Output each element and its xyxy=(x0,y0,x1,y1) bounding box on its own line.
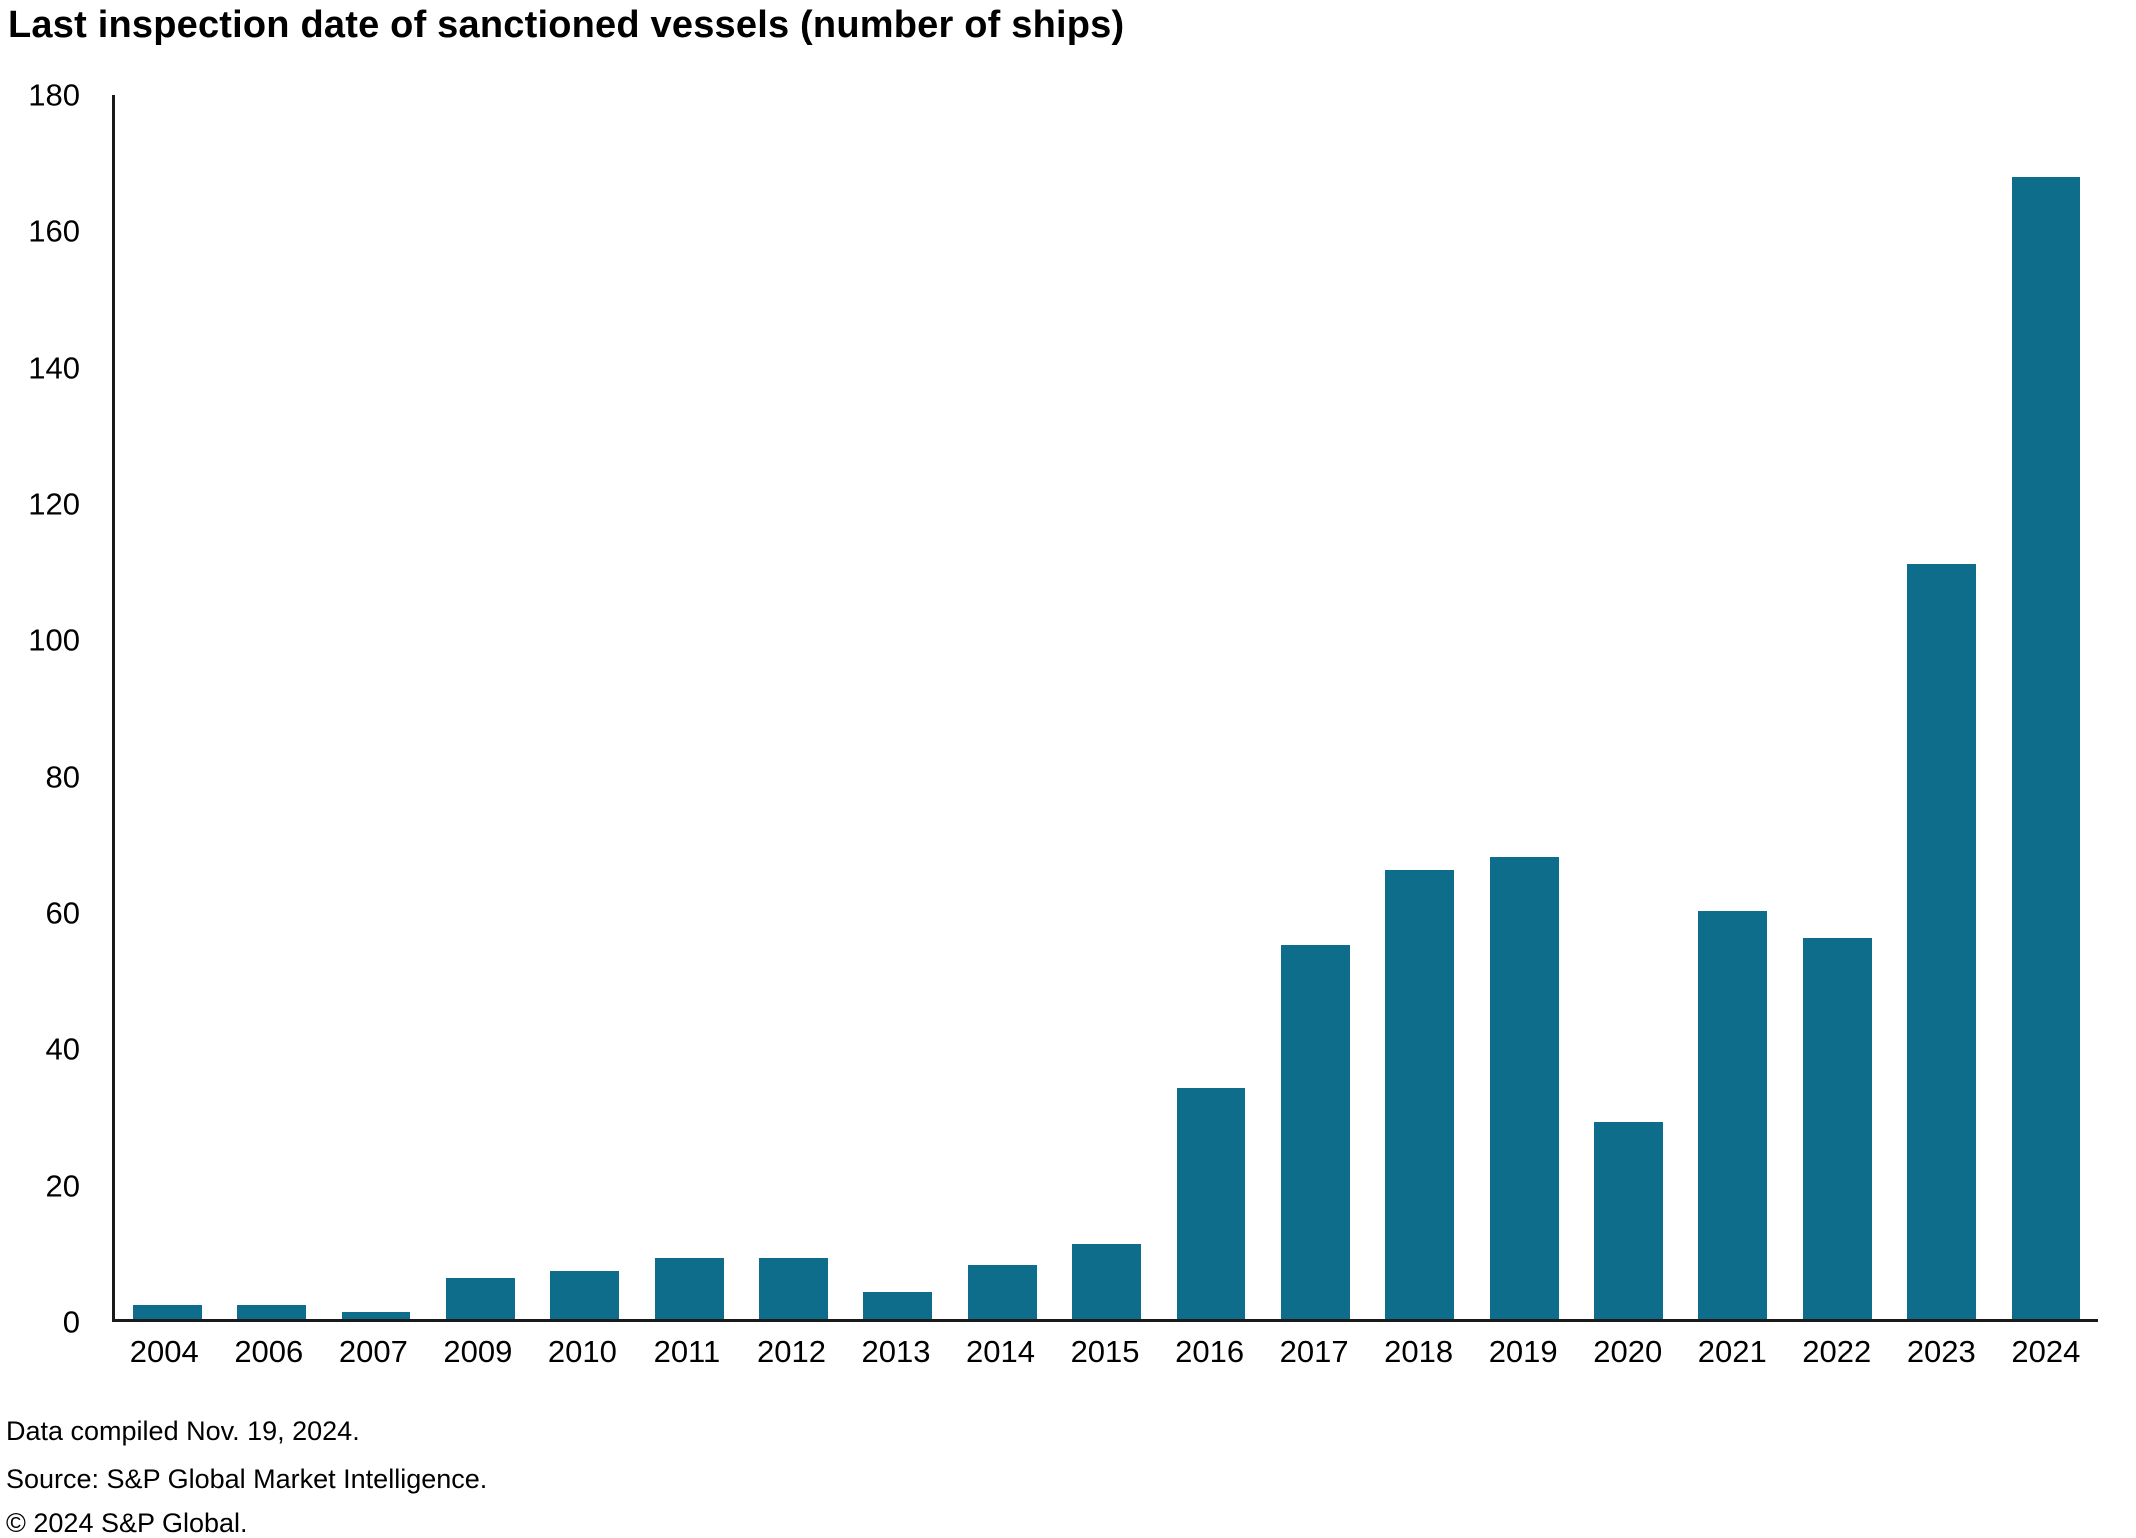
footer-data-compiled: Data compiled Nov. 19, 2024. xyxy=(6,1416,360,1446)
chart-title: Last inspection date of sanctioned vesse… xyxy=(8,4,1125,46)
bar-2004 xyxy=(132,1305,202,1319)
x-tick-label: 2024 xyxy=(2011,1334,2081,1369)
bar-2020 xyxy=(1594,1121,1663,1319)
bar-slot xyxy=(1994,95,2098,1319)
bar-2022 xyxy=(1802,938,1872,1319)
bar-slot xyxy=(219,95,323,1319)
bar-slot xyxy=(1576,95,1680,1319)
bar-2018 xyxy=(1385,870,1455,1319)
y-tick-label: 100 xyxy=(28,622,80,658)
x-tick-label: 2021 xyxy=(1697,1334,1767,1369)
x-tick-label: 2015 xyxy=(1070,1334,1140,1369)
y-tick-label: 40 xyxy=(45,1031,80,1067)
x-tick-label: 2018 xyxy=(1384,1334,1454,1369)
x-tick-label: 2006 xyxy=(234,1334,304,1369)
bar-slot xyxy=(741,95,845,1319)
bar-2014 xyxy=(967,1264,1037,1319)
x-tick-label: 2023 xyxy=(1906,1334,1976,1369)
bar-2010 xyxy=(550,1271,620,1319)
bar-slot xyxy=(533,95,637,1319)
x-tick-label: 2013 xyxy=(861,1334,931,1369)
x-tick-label: 2014 xyxy=(966,1334,1035,1369)
x-tick-label: 2009 xyxy=(443,1334,513,1369)
bar-slot xyxy=(1472,95,1576,1319)
bar-slot xyxy=(846,95,950,1319)
bar-2021 xyxy=(1698,911,1768,1319)
bar-2017 xyxy=(1280,945,1350,1319)
x-tick-label: 2007 xyxy=(338,1334,408,1369)
y-tick-label: 0 xyxy=(62,1304,80,1340)
bar-slot xyxy=(1368,95,1472,1319)
bar-slot xyxy=(324,95,428,1319)
x-tick-label: 2016 xyxy=(1175,1334,1245,1369)
bar-2011 xyxy=(654,1257,724,1319)
bar-slot xyxy=(115,95,219,1319)
bar-2024 xyxy=(2011,176,2081,1319)
bar-slot xyxy=(1889,95,1993,1319)
footer-copyright: © 2024 S&P Global. xyxy=(6,1508,248,1538)
bar-2007 xyxy=(341,1312,411,1319)
bar-2012 xyxy=(759,1257,828,1319)
bar-2015 xyxy=(1072,1244,1141,1319)
bar-2009 xyxy=(445,1278,515,1319)
bar-2016 xyxy=(1176,1087,1246,1319)
x-axis-labels: 2004 2006 2007 2009 2010 2011 2012 2013 2014 2015… xyxy=(112,1336,2098,1367)
x-tick-label: 2019 xyxy=(1488,1334,1558,1369)
y-tick-label: 80 xyxy=(45,759,80,795)
bar-2006 xyxy=(237,1305,306,1319)
x-tick-label: 2020 xyxy=(1593,1334,1663,1369)
y-tick-label: 140 xyxy=(28,350,80,386)
bar-slot xyxy=(950,95,1054,1319)
bar-slot xyxy=(1159,95,1263,1319)
y-tick-label: 120 xyxy=(28,486,80,522)
x-tick-label: 2012 xyxy=(756,1334,826,1369)
footer-source: Source: S&P Global Market Intelligence. xyxy=(6,1464,488,1494)
bar-slot xyxy=(1263,95,1367,1319)
y-axis: 0 20 40 60 80 100 120 140 160 180 xyxy=(0,80,96,1338)
bar-slot xyxy=(637,95,741,1319)
bar-slot xyxy=(1785,95,1889,1319)
bar-slot xyxy=(1054,95,1158,1319)
y-tick-label: 60 xyxy=(45,895,80,931)
x-tick-label: 2011 xyxy=(653,1334,721,1369)
bar-2013 xyxy=(863,1291,933,1319)
bar-slot xyxy=(1681,95,1785,1319)
x-tick-label: 2004 xyxy=(129,1334,199,1369)
bar-slot xyxy=(428,95,532,1319)
bar-2023 xyxy=(1907,564,1976,1319)
y-tick-label: 180 xyxy=(28,77,80,113)
y-tick-label: 20 xyxy=(45,1168,80,1204)
y-tick-label: 160 xyxy=(28,213,80,249)
x-tick-label: 2017 xyxy=(1279,1334,1349,1369)
bar-2019 xyxy=(1489,856,1559,1319)
plot-area xyxy=(112,95,2098,1322)
x-tick-label: 2022 xyxy=(1802,1334,1872,1369)
x-tick-label: 2010 xyxy=(547,1334,617,1369)
